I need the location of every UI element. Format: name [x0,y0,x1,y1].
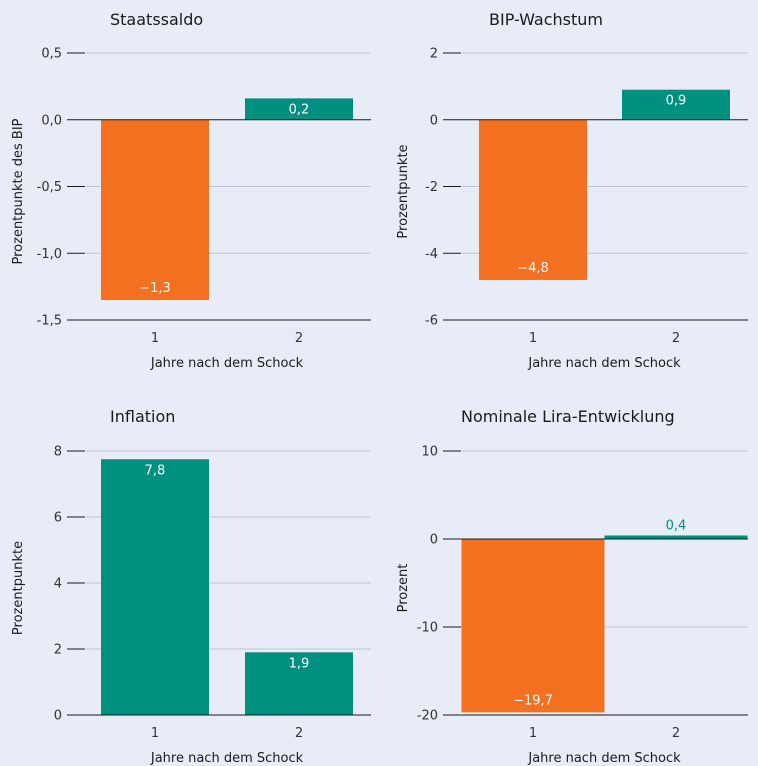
panel-3-x-axis-label: Jahre nach dem Schock [150,751,304,766]
panel-4-bar-value-label: −19,7 [513,693,553,708]
panel-1-y-tick-label: -1,5 [37,314,62,329]
panel-2-y-tick-label: -6 [425,314,438,329]
panel-3-y-tick-label: 6 [54,511,62,526]
panel-3-x-tick-label: 2 [295,726,303,741]
panel-4-bar-1 [461,539,605,713]
panel-1-y-tick-label: 0,0 [41,113,62,128]
panel-2-bar-value-label: −4,8 [517,261,549,276]
panel-1-title: Staatssaldo [110,10,203,29]
panel-1-bar-1 [101,119,209,300]
panel-1-x-tick-label: 1 [151,331,159,346]
panel-2-bar-2 [622,89,730,120]
panel-4-y-tick-label: 0 [430,533,438,548]
panel-1-y-tick-label: -1,0 [37,247,62,262]
panel-3-bar-value-label: 1,9 [289,656,310,671]
panel-4-x-tick-label: 1 [529,726,537,741]
panel-2-bar-value-label: 0,9 [666,94,687,109]
panel-1-x-tick-label: 2 [295,331,303,346]
panel-3-y-axis-label: Prozentpunkte [11,541,26,635]
panel-4-y-tick-label: -20 [417,709,438,724]
panel-2-y-tick-label: -2 [425,180,438,195]
panel-3-x-tick-label: 1 [151,726,159,741]
panel-3-y-tick-label: 8 [54,445,62,460]
panel-4-bar-2 [604,535,748,539]
panel-4-y-tick-label: -10 [417,621,438,636]
panel-2-bar-1 [479,119,587,280]
panel-3-y-tick-label: 0 [54,709,62,724]
panel-3-bar-1 [101,459,209,715]
panel-2-x-tick-label: 1 [529,331,537,346]
panel-2-y-tick-label: 0 [430,113,438,128]
panel-2-title: BIP-Wachstum [489,10,603,29]
panel-1-bar-value-label: 0,2 [289,103,310,118]
panel-4-y-tick-label: 10 [421,445,438,460]
panel-1-y-tick-label: -0,5 [37,180,62,195]
panel-4-x-tick-label: 2 [672,726,680,741]
panel-4-y-axis-label: Prozent [396,564,411,613]
panel-3-bar-value-label: 7,8 [145,463,166,478]
panel-4-bar-value-label: 0,4 [666,518,687,533]
panel-4-x-axis-label: Jahre nach dem Schock [527,751,681,766]
panel-1-bar-value-label: −1,3 [139,281,171,296]
panel-3-title: Inflation [110,407,175,426]
panel-2-y-tick-label: -4 [425,247,438,262]
panel-1-y-tick-label: 0,5 [41,47,62,62]
panel-3-y-tick-label: 2 [54,643,62,658]
panel-4-title: Nominale Lira-Entwicklung [461,407,675,426]
panel-3-bar-2 [245,652,353,715]
panel-3-y-tick-label: 4 [54,577,62,592]
panel-1-x-axis-label: Jahre nach dem Schock [150,356,304,371]
panel-2-y-tick-label: 2 [430,47,438,62]
panel-1-y-axis-label: Prozentpunkte des BIP [11,118,26,264]
panel-2-y-axis-label: Prozentpunkte [396,144,411,238]
panel-2-x-tick-label: 2 [672,331,680,346]
panel-1-bar-2 [245,98,353,120]
panel-2-x-axis-label: Jahre nach dem Schock [527,356,681,371]
